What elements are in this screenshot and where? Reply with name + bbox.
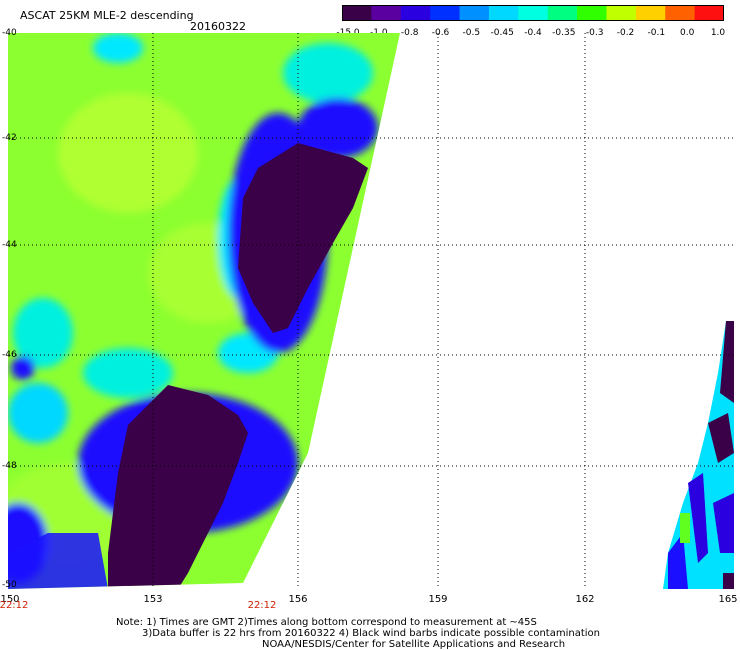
lon-label: 162: [575, 594, 595, 605]
note-line-2: 3)Data buffer is 22 hrs from 20160322 4)…: [142, 628, 600, 639]
colorbar-segment: [459, 5, 490, 21]
right-swath: [663, 321, 734, 589]
note-line-1: Note: 1) Times are GMT 2)Times along bot…: [116, 617, 537, 628]
colorbar: [342, 5, 724, 21]
colorbar-segment: [606, 5, 637, 21]
colorbar-label: -0.3: [585, 28, 604, 38]
colorbar-segment: [577, 5, 607, 21]
colorbar-label: -0.8: [400, 28, 419, 38]
lat-lon-grid: [8, 33, 734, 589]
lat-label: -42: [2, 133, 17, 143]
colorbar-border: [342, 5, 724, 21]
colorbar-segment: [694, 5, 724, 21]
colorbar-segment: [342, 5, 372, 21]
lat-label: -48: [2, 461, 17, 471]
map-title: ASCAT 25KM MLE-2 descending: [20, 9, 194, 22]
lat-label: -46: [2, 350, 17, 360]
colorbar-label: 1.0: [710, 28, 726, 38]
time-label: 22:12: [0, 600, 29, 611]
colorbar-segment: [400, 5, 431, 21]
colorbar-label: -0.5: [462, 28, 481, 38]
lat-label: -44: [2, 240, 17, 250]
colorbar-segment: [547, 5, 578, 21]
colorbar-segment: [518, 5, 549, 21]
colorbar-segment: [488, 5, 519, 21]
colorbar-label: -0.2: [616, 28, 635, 38]
lon-label: 153: [143, 594, 163, 605]
lon-label: 150: [0, 594, 20, 605]
lon-label: 165: [718, 594, 738, 605]
colorbar-label: -0.1: [647, 28, 666, 38]
colorbar-label: 0.0: [679, 28, 695, 38]
left-swath: [8, 33, 400, 589]
colorbar-segment: [371, 5, 402, 21]
lat-label: -50: [2, 580, 17, 590]
lon-label: 156: [288, 594, 308, 605]
note-line-3: NOAA/NESDIS/Center for Satellite Applica…: [262, 639, 566, 650]
colorbar-label: -0.6: [431, 28, 450, 38]
map-date: 20160322: [190, 20, 246, 33]
colorbar-label: -0.45: [490, 28, 514, 38]
colorbar-label: -0.35: [552, 28, 576, 38]
lat-label: -40: [2, 28, 17, 38]
colorbar-segment: [635, 5, 666, 21]
time-label: 22:12: [247, 600, 277, 611]
wind-map: [8, 33, 734, 589]
lon-label: 159: [428, 594, 448, 605]
colorbar-label: -0.4: [524, 28, 542, 38]
colorbar-segment: [665, 5, 696, 21]
colorbar-segment: [430, 5, 461, 21]
